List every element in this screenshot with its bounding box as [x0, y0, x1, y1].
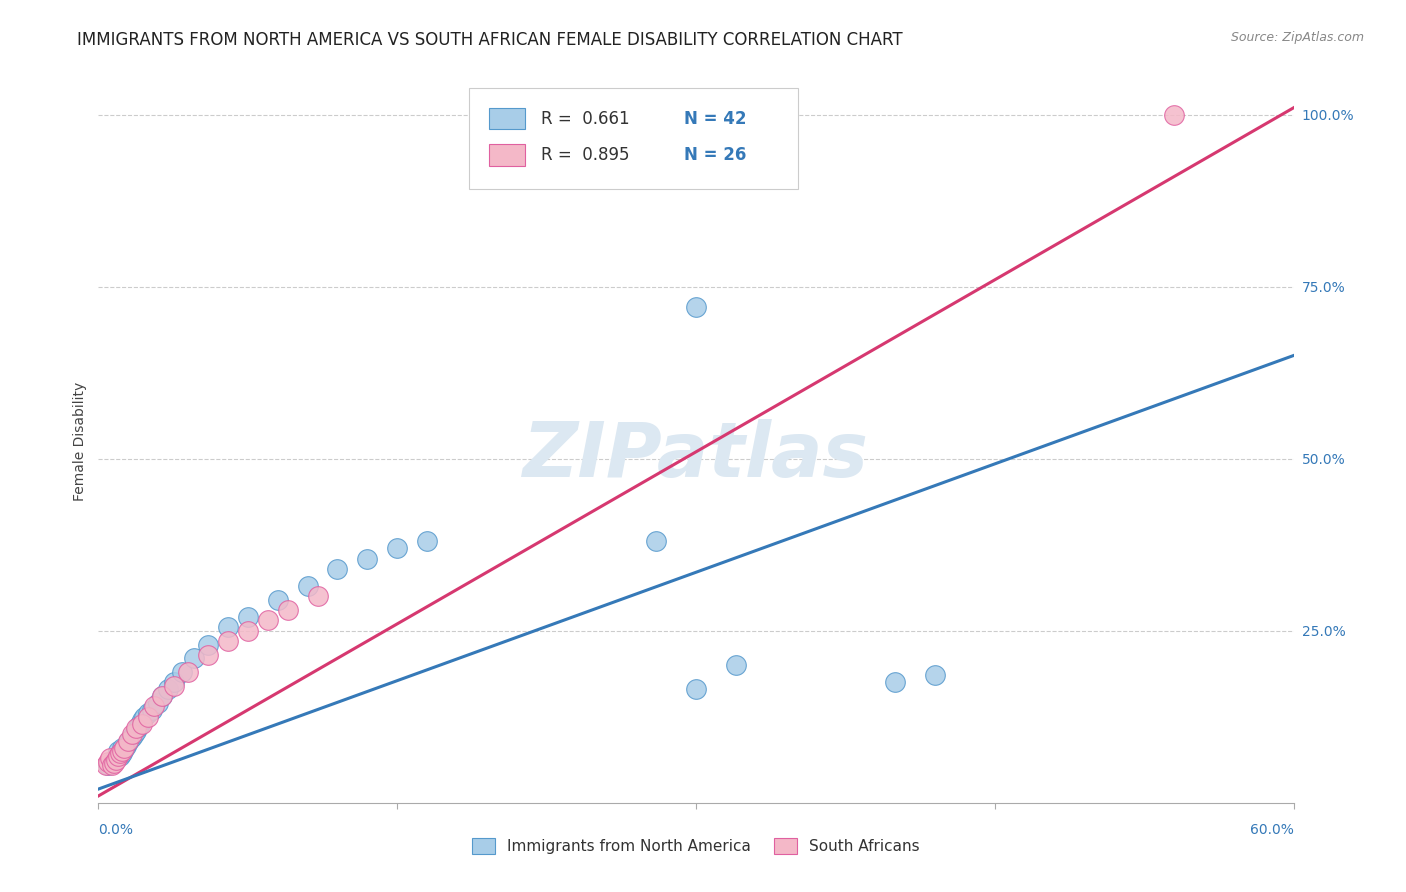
- Point: [136, 710, 159, 724]
- Point: [645, 534, 668, 549]
- Text: N = 26: N = 26: [685, 145, 747, 164]
- Point: [117, 734, 139, 748]
- Legend: Immigrants from North America, South Africans: Immigrants from North America, South Afr…: [465, 832, 927, 860]
- Point: [924, 668, 946, 682]
- Point: [125, 722, 148, 736]
- Point: [110, 749, 132, 764]
- FancyBboxPatch shape: [489, 144, 524, 166]
- Point: [236, 610, 259, 624]
- Y-axis label: Female Disability: Female Disability: [73, 382, 87, 501]
- Point: [724, 658, 747, 673]
- Point: [107, 744, 129, 758]
- Point: [267, 592, 290, 607]
- Point: [197, 648, 219, 662]
- Point: [197, 638, 219, 652]
- Point: [1163, 108, 1185, 122]
- Point: [125, 723, 148, 738]
- Point: [183, 651, 205, 665]
- Point: [107, 747, 129, 762]
- Point: [134, 710, 156, 724]
- Point: [685, 301, 707, 315]
- Text: ZIPatlas: ZIPatlas: [523, 419, 869, 493]
- Point: [111, 746, 134, 760]
- Point: [120, 732, 142, 747]
- Point: [131, 716, 153, 731]
- Point: [97, 755, 120, 769]
- Point: [141, 703, 163, 717]
- Point: [143, 699, 166, 714]
- FancyBboxPatch shape: [489, 108, 524, 129]
- Point: [131, 713, 153, 727]
- Text: R =  0.895: R = 0.895: [541, 145, 628, 164]
- Point: [157, 682, 180, 697]
- Point: [112, 740, 135, 755]
- Point: [103, 753, 125, 767]
- Point: [96, 758, 118, 772]
- Point: [326, 562, 349, 576]
- Point: [416, 534, 439, 549]
- Point: [112, 742, 135, 756]
- Point: [356, 551, 378, 566]
- FancyBboxPatch shape: [470, 87, 797, 189]
- Text: Source: ZipAtlas.com: Source: ZipAtlas.com: [1230, 31, 1364, 45]
- Point: [217, 634, 239, 648]
- Point: [121, 727, 143, 741]
- Point: [297, 579, 319, 593]
- Point: [110, 746, 132, 760]
- Point: [163, 679, 186, 693]
- Point: [127, 720, 149, 734]
- Point: [101, 755, 124, 769]
- Point: [121, 731, 143, 745]
- Point: [256, 614, 278, 628]
- Point: [884, 675, 907, 690]
- Point: [148, 696, 170, 710]
- Point: [98, 751, 122, 765]
- Point: [150, 689, 173, 703]
- Point: [105, 753, 128, 767]
- Point: [163, 675, 186, 690]
- Point: [307, 590, 329, 604]
- Point: [111, 740, 134, 755]
- Point: [136, 706, 159, 721]
- Point: [105, 751, 128, 765]
- Point: [111, 743, 134, 757]
- Point: [117, 735, 139, 749]
- Point: [217, 620, 239, 634]
- Text: IMMIGRANTS FROM NORTH AMERICA VS SOUTH AFRICAN FEMALE DISABILITY CORRELATION CHA: IMMIGRANTS FROM NORTH AMERICA VS SOUTH A…: [77, 31, 903, 49]
- Point: [277, 603, 299, 617]
- Text: 0.0%: 0.0%: [98, 823, 134, 838]
- Point: [172, 665, 194, 679]
- Point: [103, 756, 125, 770]
- Point: [150, 689, 173, 703]
- Text: 60.0%: 60.0%: [1250, 823, 1294, 838]
- Point: [107, 749, 129, 764]
- Point: [236, 624, 259, 638]
- Text: R =  0.661: R = 0.661: [541, 110, 630, 128]
- Point: [124, 727, 146, 741]
- Point: [177, 665, 200, 679]
- Point: [685, 682, 707, 697]
- Point: [115, 739, 138, 754]
- Text: N = 42: N = 42: [685, 110, 747, 128]
- Point: [385, 541, 409, 556]
- Point: [101, 758, 124, 772]
- Point: [97, 758, 120, 772]
- Point: [129, 716, 152, 731]
